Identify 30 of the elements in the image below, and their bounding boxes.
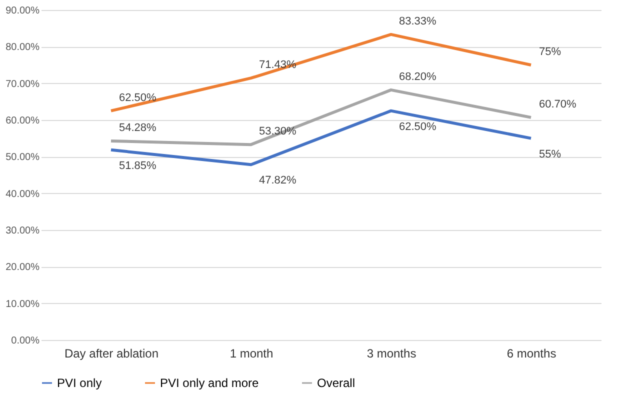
line-series <box>110 32 532 112</box>
x-tick-label: Day after ablation <box>64 346 159 360</box>
y-tick-label: 40.00% <box>6 188 40 200</box>
y-tick-label: 90.00% <box>6 6 40 16</box>
data-label: 75% <box>539 46 562 58</box>
data-label: 62.50% <box>119 92 157 104</box>
y-tick-label: 80.00% <box>6 42 40 54</box>
y-tick-label: 50.00% <box>6 152 40 164</box>
y-tick-label: 10.00% <box>6 298 40 310</box>
data-label: 68.20% <box>399 70 437 83</box>
y-tick-label: 30.00% <box>6 226 40 236</box>
data-label: 60.70% <box>539 98 577 110</box>
data-label: 53.30% <box>259 126 297 138</box>
data-label: 54.28% <box>119 122 157 134</box>
data-label: 62.50% <box>399 120 437 133</box>
y-tick-label: 20.00% <box>6 262 40 274</box>
x-tick-label: 3 months <box>366 346 416 360</box>
data-label: 55% <box>539 148 562 160</box>
y-tick-label: 60.00% <box>6 116 40 126</box>
legend-label: Overall <box>317 376 356 390</box>
legend-label: PVI only and more <box>160 376 260 390</box>
y-tick-label: 70.00% <box>6 78 40 90</box>
line-series <box>110 88 532 146</box>
data-label: 47.82% <box>259 174 297 187</box>
x-tick-label: 6 months <box>506 346 556 360</box>
data-label: 51.85% <box>119 160 157 172</box>
x-tick-label: 1 month <box>230 346 274 360</box>
data-label: 83.33% <box>399 15 437 28</box>
y-tick-label: 0.00% <box>11 336 40 346</box>
legend-label: PVI only <box>57 376 102 390</box>
